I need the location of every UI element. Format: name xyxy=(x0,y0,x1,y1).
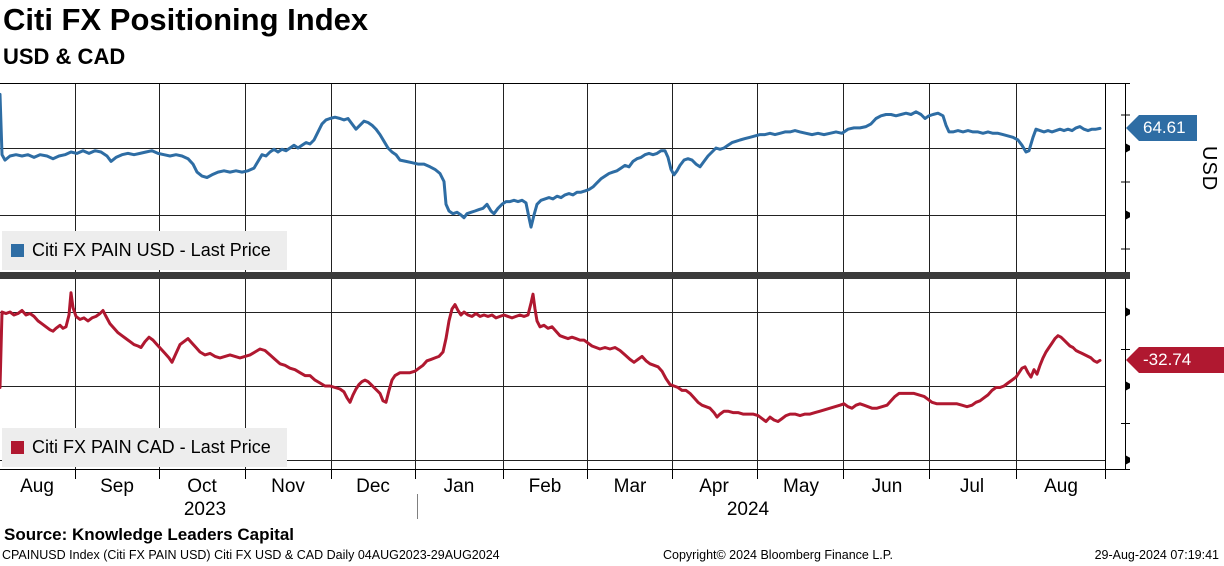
page-title: Citi FX Positioning Index xyxy=(3,2,369,37)
page-subtitle: USD & CAD xyxy=(3,44,126,69)
ticker-footnote: CPAINUSD Index (Citi FX PAIN USD) Citi F… xyxy=(2,548,500,562)
usd-legend-swatch-icon xyxy=(11,244,24,257)
y-major-tick-arrow xyxy=(1125,307,1130,317)
usd-legend-label: Citi FX PAIN USD - Last Price xyxy=(32,240,271,260)
month-tick-label: Aug xyxy=(20,476,54,497)
month-tick-label: Dec xyxy=(356,476,390,497)
usd-price-panel: 500 xyxy=(0,83,1130,272)
y-major-tick-arrow xyxy=(1125,210,1130,220)
usd-legend: Citi FX PAIN USD - Last Price xyxy=(2,231,287,270)
month-tick-label: Jul xyxy=(959,476,985,497)
month-tick-label: Mar xyxy=(613,476,647,497)
month-tick-label: Sep xyxy=(100,476,134,497)
y-major-tick-arrow xyxy=(1125,143,1130,153)
month-tick-label: May xyxy=(783,476,819,497)
usd-last-price-tag: 64.61 xyxy=(1126,115,1197,141)
usd-price-line xyxy=(0,92,1102,229)
cad-legend: Citi FX PAIN CAD - Last Price xyxy=(2,428,287,467)
y-major-tick-arrow xyxy=(1125,455,1130,465)
y-major-tick-arrow xyxy=(1125,381,1130,391)
cad-price-panel: 0-50-100 xyxy=(0,279,1130,470)
cad-legend-label: Citi FX PAIN CAD - Last Price xyxy=(32,437,271,457)
year-tick-label: 2024 xyxy=(726,499,770,520)
month-tick-label: Nov xyxy=(271,476,305,497)
source-line: Source: Knowledge Leaders Capital xyxy=(4,525,295,544)
copyright-footnote: Copyright© 2024 Bloomberg Finance L.P. xyxy=(663,548,893,562)
month-tick-label: Aug xyxy=(1044,476,1078,497)
month-tick-label: Jun xyxy=(871,476,903,497)
x-axis xyxy=(75,470,1106,519)
month-tick-label: Feb xyxy=(528,476,562,497)
cad-legend-swatch-icon xyxy=(11,441,24,454)
usd-axis-title: USD xyxy=(1198,146,1220,192)
cad-price-line xyxy=(0,291,1102,423)
year-tick-label: 2023 xyxy=(183,499,227,520)
month-tick-label: Jan xyxy=(443,476,475,497)
timestamp-footnote: 29-Aug-2024 07:19:41 xyxy=(1094,548,1219,562)
panel-separator xyxy=(0,272,1130,279)
cad-last-price-tag: -32.74 xyxy=(1126,347,1224,373)
month-tick-label: Apr xyxy=(699,476,729,497)
month-tick-label: Oct xyxy=(187,476,217,497)
